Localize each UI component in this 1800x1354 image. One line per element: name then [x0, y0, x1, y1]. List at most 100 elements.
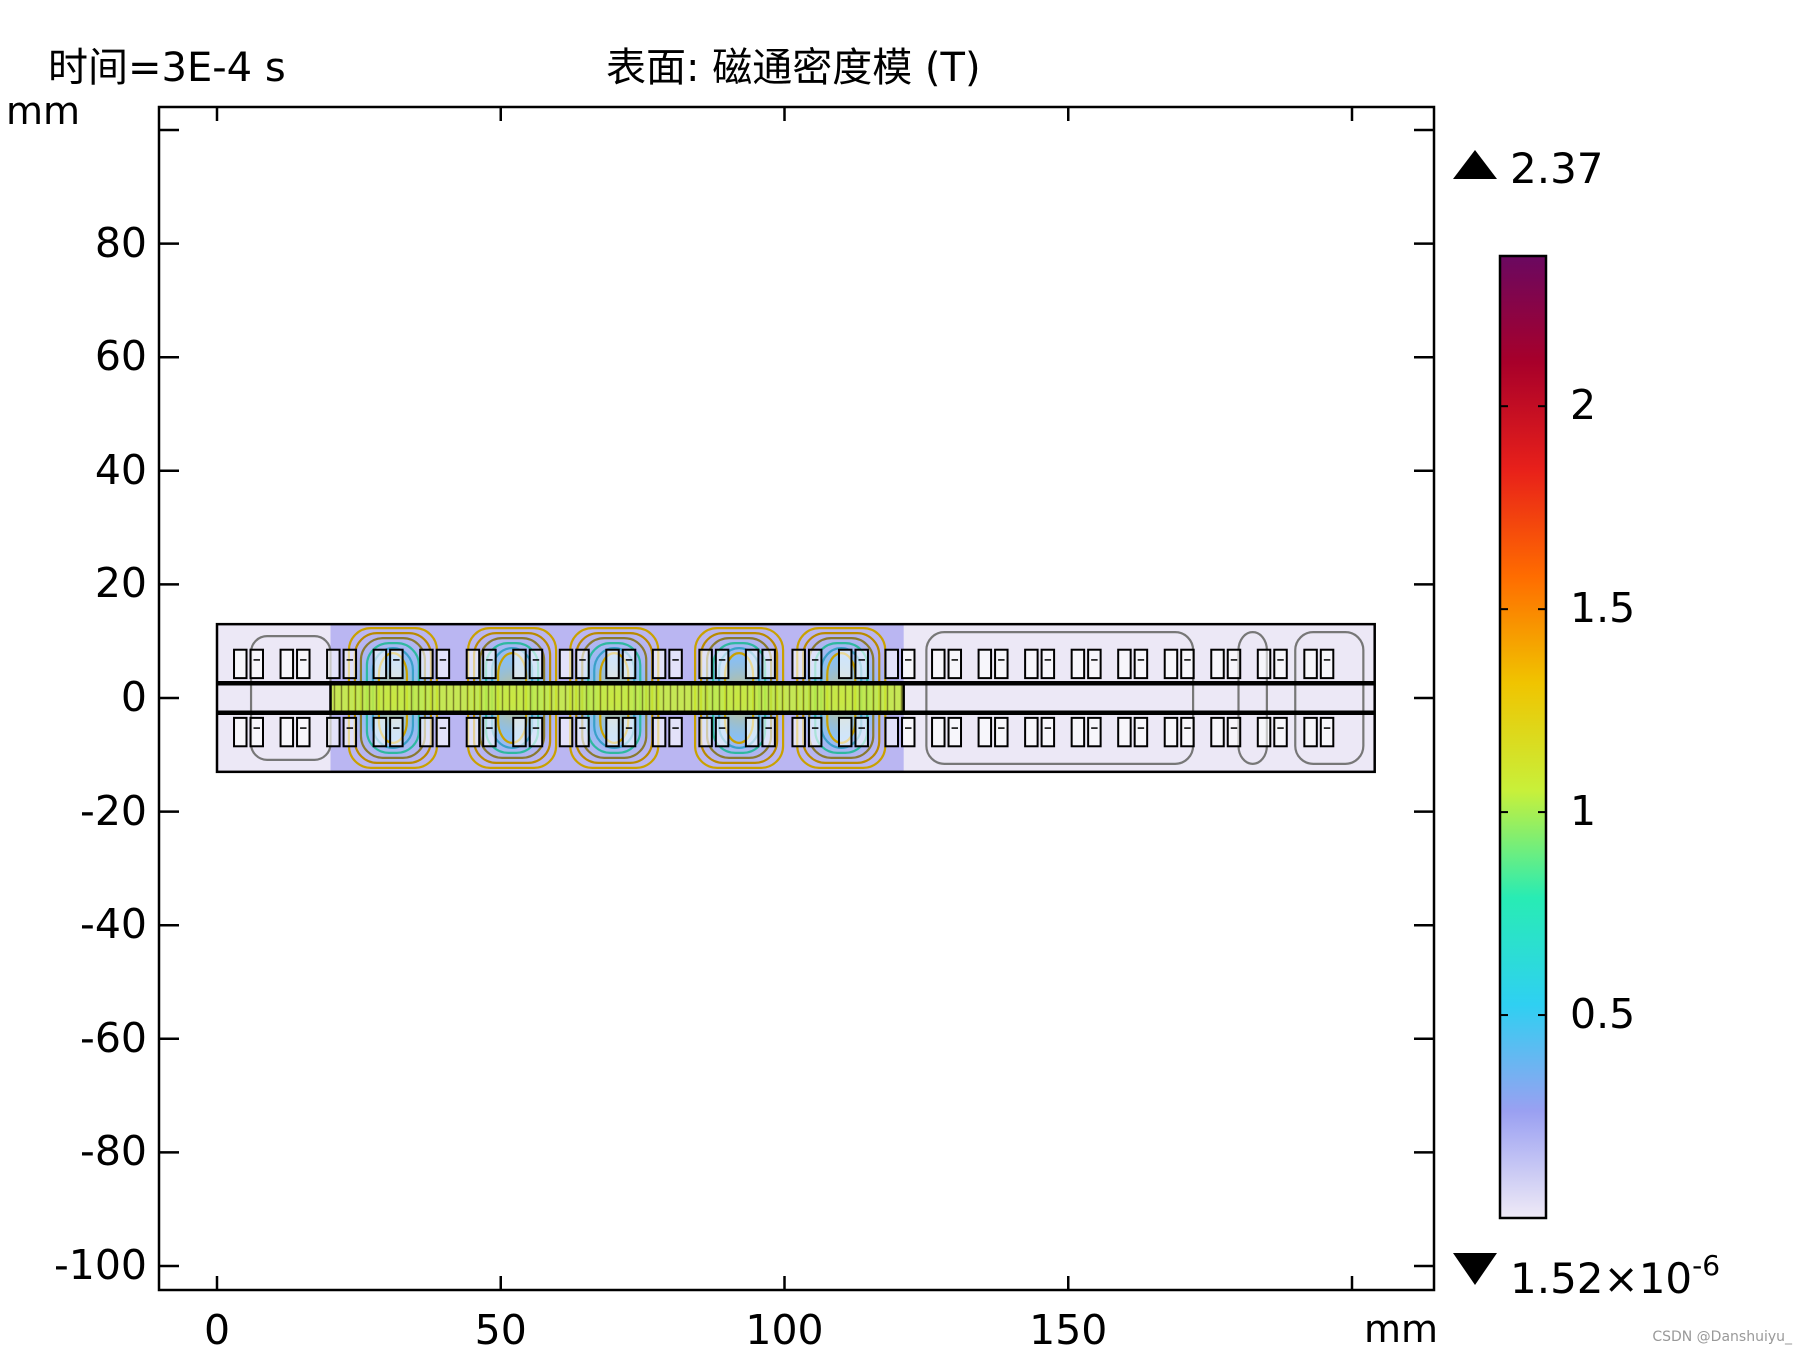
- slot-outline: [668, 716, 683, 748]
- slot-outline: [807, 648, 823, 680]
- slot-outline: [342, 648, 358, 680]
- slot-outline: [1040, 716, 1056, 748]
- y-tick-label: 60: [94, 332, 147, 381]
- slot-outline: [1303, 648, 1318, 680]
- slot-outline: [279, 648, 295, 680]
- slot-outline: [558, 648, 574, 680]
- domain-outline: [215, 622, 1376, 774]
- colorbar-min-label: 1.52×10-6: [1510, 1252, 1720, 1300]
- slot-outline: [558, 716, 574, 748]
- slot-outline: [1210, 716, 1225, 748]
- slot-outline: [761, 716, 776, 748]
- slot-outline: [1180, 648, 1195, 680]
- colorbar: [1498, 254, 1548, 1220]
- slot-outline: [1117, 648, 1132, 680]
- max-triangle-icon: [1453, 150, 1497, 179]
- y-tick-label: -60: [80, 1013, 147, 1062]
- time-label: 时间=3E-4 s: [48, 45, 286, 91]
- min-triangle-icon: [1453, 1253, 1497, 1285]
- y-tick-label: 0: [120, 673, 147, 721]
- slot-outline: [279, 716, 295, 748]
- slot-outline: [435, 716, 451, 748]
- slot-outline: [435, 648, 451, 680]
- axis-ticks: [159, 107, 1434, 1290]
- slot-outline: [389, 716, 404, 748]
- y-tick-label: -20: [80, 786, 147, 835]
- contour-line: [1237, 631, 1268, 765]
- y-tick-label: -40: [80, 900, 147, 949]
- slot-outline: [901, 648, 916, 680]
- slot-outline: [575, 648, 590, 680]
- slot-outline: [791, 648, 806, 680]
- slot-outline: [1133, 716, 1149, 748]
- y-tick-label: 40: [94, 445, 147, 494]
- slot-outline: [296, 648, 311, 680]
- slot-outline: [575, 716, 590, 748]
- colorbar-min-mantissa: 1.52×10: [1510, 1254, 1693, 1303]
- slot-outline: [791, 716, 806, 748]
- slot-outline: [884, 648, 900, 680]
- slot-outline: [761, 648, 776, 680]
- slot-outline: [512, 648, 527, 680]
- slot-outline: [668, 648, 683, 680]
- slot-outline: [931, 716, 946, 748]
- watermark: CSDN @Danshuiyu_: [1652, 1329, 1792, 1345]
- colorbar-tick-label: 0.5: [1570, 990, 1636, 1039]
- x-tick-label: 100: [745, 1306, 824, 1354]
- slot-outline: [1303, 716, 1318, 748]
- slot-outline: [621, 648, 637, 680]
- slot-outline: [233, 716, 248, 748]
- slot-outline: [512, 716, 527, 748]
- contour-line: [1294, 631, 1365, 765]
- colorbar-min-exponent: -6: [1692, 1249, 1721, 1282]
- slot-outline: [296, 716, 311, 748]
- slot-outline: [651, 648, 667, 680]
- slot-outline: [528, 648, 544, 680]
- slot-outline: [465, 648, 481, 680]
- slot-outline: [714, 716, 730, 748]
- contour-line: [925, 631, 1195, 765]
- slot-outline: [1226, 716, 1242, 748]
- slot-outline: [1273, 716, 1288, 748]
- slot-outline: [1256, 648, 1272, 680]
- slot-outline: [837, 648, 853, 680]
- slot-outline: [419, 716, 434, 748]
- x-tick-label: 0: [203, 1306, 231, 1354]
- slot-outline: [233, 648, 248, 680]
- slot-outline: [1226, 648, 1242, 680]
- slot-outline: [482, 716, 497, 748]
- slot-outline: [698, 648, 713, 680]
- slot-outline: [389, 648, 404, 680]
- slot-outline: [714, 648, 730, 680]
- slot-outline: [1070, 716, 1086, 748]
- slot-outline: [1087, 648, 1102, 680]
- slot-outline: [807, 716, 823, 748]
- slot-outline: [977, 648, 993, 680]
- slot-outline: [977, 716, 993, 748]
- colorbar-tick-label: 1.5: [1570, 584, 1636, 633]
- slot-outline: [1133, 648, 1149, 680]
- slot-outline: [1210, 648, 1225, 680]
- slot-outline: [465, 716, 481, 748]
- slot-outline: [854, 716, 869, 748]
- colorbar-max-label: 2.37: [1510, 144, 1604, 193]
- slot-outline: [528, 716, 544, 748]
- slot-outline: [1256, 716, 1272, 748]
- slot-outline: [249, 716, 264, 748]
- slot-outline: [326, 648, 341, 680]
- slot-outline: [1273, 648, 1288, 680]
- y-axis-unit: mm: [6, 89, 81, 133]
- slot-outline: [419, 648, 434, 680]
- slot-outline: [326, 716, 341, 748]
- slot-outline: [651, 716, 667, 748]
- slot-outline: [605, 648, 620, 680]
- x-tick-label: 150: [1029, 1306, 1108, 1354]
- slot-outline: [249, 648, 264, 680]
- slot-outline: [1087, 716, 1102, 748]
- slot-outline: [901, 716, 916, 748]
- slot-outline: [1070, 648, 1086, 680]
- y-tick-label: 20: [94, 559, 147, 608]
- colorbar-tick-label: 2: [1570, 381, 1597, 430]
- slot-outline: [605, 716, 620, 748]
